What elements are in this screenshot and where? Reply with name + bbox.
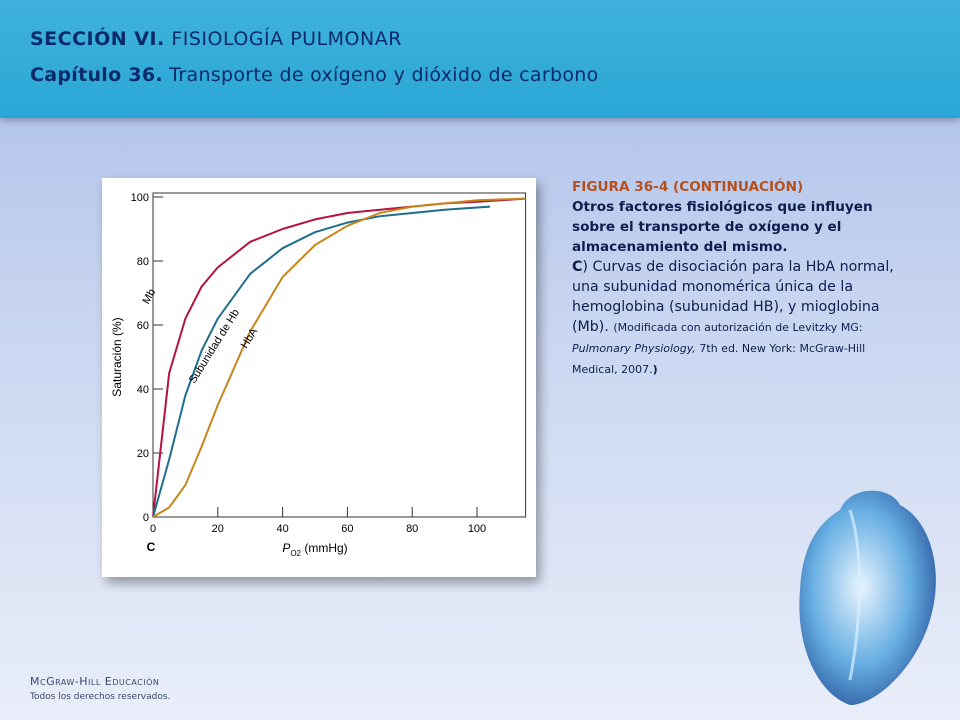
caption-note: 7th ed. New York: McGraw-Hill Medical, 2… [572,342,866,376]
chapter-title: Capítulo 36. Transporte de oxígeno y dió… [30,64,599,86]
y-axis-label: Saturación (%) [110,317,124,396]
curve [152,197,526,518]
rights: Todos los derechos reservados. [30,692,171,702]
x-tick-label: 0 [150,523,156,535]
curve-label: HbA [239,326,261,351]
heart-image [799,490,936,705]
caption-note: (Modificada con autorización de Levitzky… [613,321,863,334]
y-tick-label: 60 [137,320,149,332]
y-tick-label: 0 [143,512,149,524]
x-tick-label: 100 [468,523,486,535]
curve [152,205,491,518]
chart: 0 20 40 60 80 100 0 20 40 60 80 100 C Saturación (%) P… [110,192,527,558]
chapter-rest: Transporte de oxígeno y dióxido de carbo… [162,64,599,86]
caption-heading: FIGURA 36-4 (CONTINUACIÓN) [572,179,804,195]
panel-label: C [147,540,156,554]
caption-note-italic: Pulmonary Physiology, [572,342,696,355]
chapter-bold: Capítulo 36. [30,64,163,86]
caption-panel: C [572,259,583,275]
caption-lead: Otros factores fisiológicos que influyen… [572,199,873,255]
x-label-sub: O2 [290,549,301,558]
figure: 0 20 40 60 80 100 0 20 40 60 80 100 C Saturación (%) P… [102,178,536,577]
y-tick-label: 80 [137,256,149,268]
x-label-main: P [282,541,290,555]
header: SECCIÓN VI. FISIOLOGÍA PULMONAR Capítulo… [0,0,960,118]
x-tick-label: 20 [212,523,224,535]
x-tick-label: 40 [276,523,288,535]
x-tick-label: 80 [406,523,418,535]
x-tick-label: 60 [341,523,353,535]
section-rest: FISIOLOGÍA PULMONAR [164,28,402,50]
section-bold: SECCIÓN VI. [30,28,165,50]
curve-label: Mb [140,287,158,306]
y-tick-label: 20 [137,448,149,460]
y-tick-label: 100 [131,192,149,204]
caption-body: C) Curvas de disociación para la HbA nor… [572,257,912,380]
caption: FIGURA 36-4 (CONTINUACIÓN) Otros factore… [572,177,912,380]
x-label-rest: (mmHg) [301,541,348,555]
x-axis-label: PO2 (mmHg) [282,541,347,558]
curve-label: Subunidad de Hb [187,307,242,385]
caption-note-end: ) [652,363,658,376]
publisher: McGraw-Hill Educación [30,675,160,688]
plot-frame [152,192,527,518]
section-title: SECCIÓN VI. FISIOLOGÍA PULMONAR [30,28,402,50]
y-tick-label: 40 [137,384,149,396]
caption-text: ) Curvas de disociación para la HbA norm… [572,259,894,335]
